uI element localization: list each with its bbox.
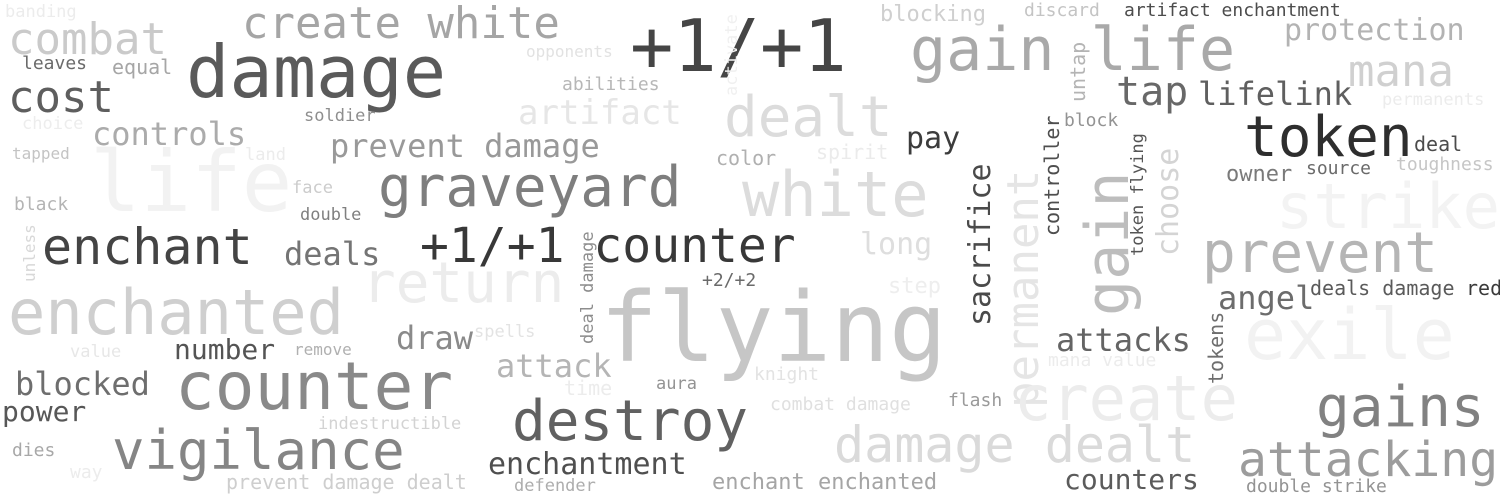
word-blocked: blocked — [15, 365, 150, 403]
word-destroy: destroy — [512, 389, 749, 454]
word-lifelink: lifelink — [1198, 75, 1353, 113]
word-damage: damage — [186, 30, 447, 114]
word-permanents: permanents — [1382, 90, 1485, 110]
word-value: value — [70, 342, 122, 362]
word-return: return — [362, 251, 565, 316]
word-attacking: attacking — [1238, 432, 1499, 488]
word-counters: counters — [1064, 463, 1199, 496]
word-spells: spells — [474, 322, 536, 342]
word-gain-life: gain life — [910, 15, 1236, 85]
word-combat: combat — [8, 14, 167, 65]
word-activate: activate — [722, 14, 742, 96]
word-mana-value: mana value — [1048, 350, 1157, 371]
word-strike: strike — [1276, 170, 1500, 243]
word-deals-damage: deals damage — [1310, 276, 1455, 300]
word-enchant-enchanted: enchant enchanted — [712, 470, 938, 495]
word-damage-dealt: damage dealt — [834, 416, 1196, 474]
word-leaves: leaves — [22, 53, 88, 74]
word-black: black — [14, 194, 69, 215]
word-protection: protection — [1284, 13, 1465, 48]
word-way: way — [70, 462, 103, 483]
word-sacrifice: sacrifice — [963, 163, 998, 326]
word-indestructible: indestructible — [318, 414, 462, 434]
word-controller: controller — [1040, 115, 1064, 236]
word-power: power — [2, 395, 87, 428]
word-token-flying: token flying — [1128, 133, 1148, 256]
word-time: time — [564, 376, 613, 400]
word-blocking: blocking — [880, 2, 986, 27]
word-deal: deal — [1414, 132, 1463, 156]
word-prevent: prevent — [1202, 221, 1439, 286]
word-flash: flash — [948, 390, 1003, 411]
word-double: double — [300, 205, 362, 225]
word-tap: tap — [1116, 69, 1189, 115]
word-tapped: tapped — [12, 144, 70, 163]
word-choice: choice — [22, 114, 84, 134]
word-white: white — [742, 158, 929, 231]
word-create: create — [1014, 362, 1238, 435]
word-remove: remove — [294, 340, 352, 359]
word-attack: attack — [496, 347, 612, 385]
word-controls: controls — [92, 115, 247, 153]
word-equal: equal — [112, 55, 173, 79]
word-source: source — [1306, 158, 1372, 179]
word-red: red — [1466, 276, 1500, 300]
word-dies: dies — [12, 440, 56, 461]
word-deals: deals — [284, 235, 381, 273]
word-enchanted: enchanted — [8, 276, 344, 349]
word-abilities: abilities — [562, 74, 660, 95]
word-face: face — [292, 178, 333, 198]
word-cost: cost — [8, 72, 114, 123]
word-counter: counter — [175, 348, 454, 425]
word-spirit: spirit — [816, 140, 889, 164]
word-aura: aura — [656, 374, 697, 394]
word-step: step — [888, 274, 941, 299]
word-unless: unless — [20, 224, 39, 282]
word-create-white: create white — [242, 0, 560, 49]
word-banding: banding — [5, 2, 77, 22]
word-graveyard: graveyard — [378, 155, 682, 220]
word-discard: discard — [1024, 0, 1100, 21]
word-prevent-damage: prevent damage — [330, 127, 600, 165]
word-double-strike: double strike — [1246, 476, 1387, 497]
word-attacks: attacks — [1056, 321, 1191, 359]
word-angel: angel — [1218, 279, 1315, 317]
word-defender: defender — [514, 476, 596, 496]
word-long: long — [860, 227, 933, 262]
word-artifact: artifact — [518, 93, 682, 133]
word-dealt: dealt — [724, 85, 893, 150]
word-life: life — [90, 133, 293, 231]
word-exile: exile — [1244, 294, 1455, 376]
word-plus-one-counter: +1/+1 counter — [420, 218, 796, 274]
word-land: land — [245, 145, 286, 165]
word-soldier: soldier — [304, 106, 376, 126]
word-plus-one-plus-one: +1/+1 — [630, 4, 847, 88]
word-toughness: toughness — [1396, 154, 1494, 175]
word-token: token — [1244, 105, 1413, 170]
word-choose: choose — [1151, 147, 1186, 256]
word-block: block — [1064, 110, 1119, 131]
word-opponents: opponents — [526, 42, 613, 61]
word-enchant: enchant — [42, 218, 253, 276]
word-pay: pay — [906, 121, 961, 156]
word-knight: knight — [754, 364, 820, 385]
word-number: number — [174, 333, 276, 366]
word-owner: owner — [1226, 162, 1293, 187]
word-mana: mana — [1348, 46, 1454, 97]
word-untap: untap — [1066, 41, 1090, 102]
word-color: color — [716, 146, 777, 170]
word-plus-two-plus-two: +2/+2 — [702, 270, 757, 291]
word-flying: flying — [600, 272, 947, 384]
word-enchantment: enchantment — [488, 447, 687, 482]
word-vigilance: vigilance — [112, 419, 405, 482]
word-deal-damage: deal damage — [578, 231, 598, 344]
word-draw: draw — [396, 319, 474, 357]
word-combat-damage: combat damage — [770, 394, 911, 415]
word-gains: gains — [1316, 375, 1485, 440]
word-artifact-enchantment: artifact enchantment — [1124, 0, 1341, 21]
word-prevent-damage-dealt: prevent damage dealt — [226, 470, 467, 494]
